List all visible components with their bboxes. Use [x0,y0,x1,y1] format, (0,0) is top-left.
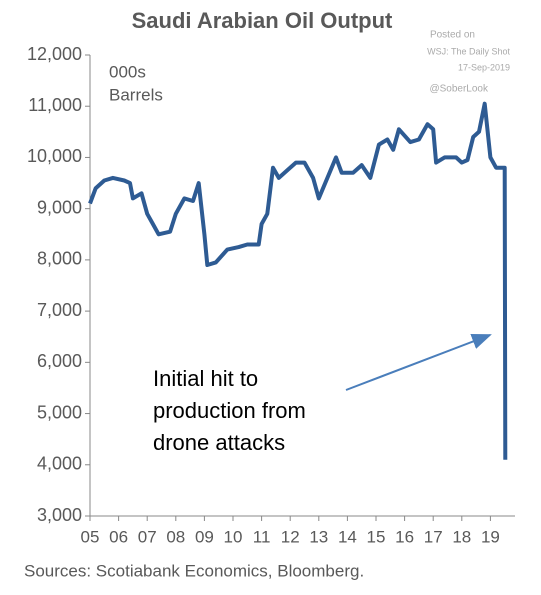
unit-label: 000s [109,62,146,81]
y-tick-label: 11,000 [28,95,82,115]
handle: @SoberLook [429,84,489,95]
x-tick-label: 06 [109,527,128,546]
annotation: drone attacks [153,430,285,455]
y-tick-label: 12,000 [27,44,82,64]
x-tick-label: 17 [424,527,443,546]
x-tick-label: 18 [452,527,471,546]
x-tick-label: 08 [166,527,185,546]
data-line [88,101,508,460]
y-tick-label: 5,000 [37,402,82,422]
source: Sources: Scotiabank Economics, Bloomberg… [24,561,364,580]
x-tick-label: 16 [395,527,414,546]
x-tick-label: 10 [224,527,243,546]
posted: Posted on [430,30,475,41]
x-tick-label: 14 [338,527,357,546]
y-tick-label: 4,000 [37,454,82,474]
x-tick-label: 07 [138,527,157,546]
x-tick-label: 09 [195,527,214,546]
y-tick-label: 6,000 [37,351,82,371]
y-tick-label: 8,000 [37,249,82,269]
x-tick-label: 12 [281,527,300,546]
unit-label: Barrels [109,85,163,104]
x-tick-label: 19 [481,527,500,546]
annotation: Initial hit to [153,366,258,391]
posted: 17-Sep-2019 [458,62,510,72]
y-tick-label: 10,000 [27,146,82,166]
chart-title: Saudi Arabian Oil Output [132,8,393,33]
annotation: production from [153,398,306,423]
x-tick-label: 05 [81,527,100,546]
posted: WSJ: The Daily Shot [427,46,510,56]
annotation-arrow [345,333,492,391]
y-tick-label: 3,000 [37,505,82,525]
x-tick-label: 11 [253,527,271,546]
x-tick-label: 15 [367,527,386,546]
x-tick-label: 13 [309,527,328,546]
y-tick-label: 9,000 [37,197,82,217]
y-tick-label: 7,000 [37,300,82,320]
